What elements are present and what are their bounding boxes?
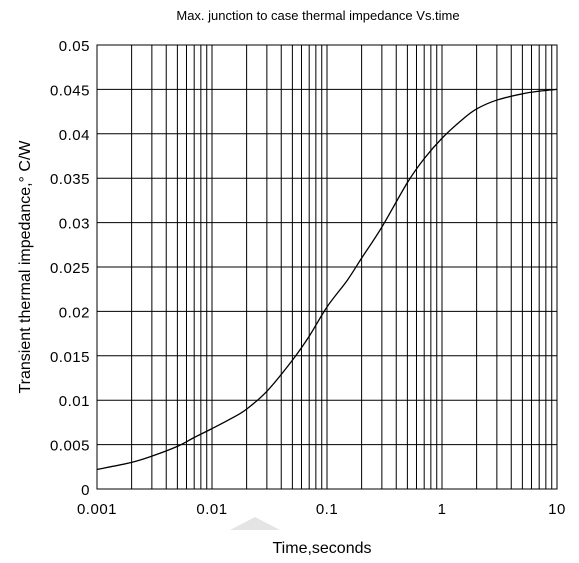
x-tick-label: 1 <box>438 501 447 518</box>
y-tick-label: 0.01 <box>59 393 90 410</box>
y-tick-labels: 0 0.005 0.01 0.015 0.02 0.025 0.03 0.035 0.04 0.0… <box>50 38 90 499</box>
x-tick-labels: 0.001 0.01 0.1 1 10 <box>77 501 566 518</box>
decorative-arrow <box>230 517 280 530</box>
y-tick-label: 0.05 <box>59 38 90 55</box>
y-tick-label: 0.015 <box>50 349 90 366</box>
y-tick-label: 0.045 <box>50 82 90 99</box>
x-axis-label: Time,seconds <box>273 540 372 557</box>
y-tick-label: 0 <box>81 482 90 499</box>
impedance-curve <box>96 88 558 471</box>
y-tick-label: 0.03 <box>59 216 90 233</box>
plot-area <box>96 44 558 490</box>
x-tick-label: 0.01 <box>196 501 227 518</box>
x-tick-label: 0.001 <box>77 501 117 518</box>
y-tick-label: 0.005 <box>50 438 90 455</box>
x-tick-label: 0.1 <box>316 501 338 518</box>
y-tick-label: 0.025 <box>50 260 90 277</box>
y-axis-label: Transient thermal impedance,° C/W <box>17 140 34 394</box>
chart-title: Max. junction to case thermal impedance … <box>176 8 459 23</box>
grid <box>96 44 557 490</box>
y-tick-label: 0.04 <box>59 127 90 144</box>
series-group <box>96 88 558 471</box>
y-tick-label: 0.02 <box>59 304 90 321</box>
x-tick-label: 10 <box>548 501 566 518</box>
y-tick-label: 0.035 <box>50 171 90 188</box>
